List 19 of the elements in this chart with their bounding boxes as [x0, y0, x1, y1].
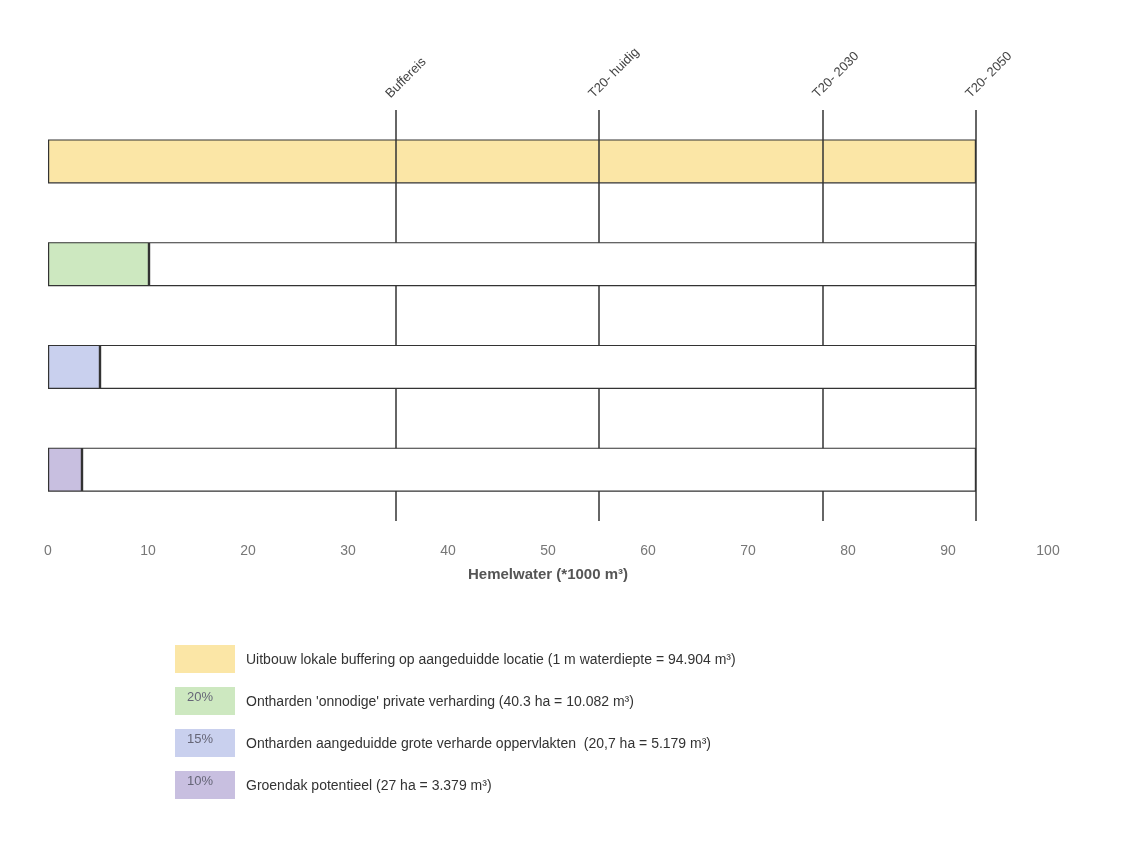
x-tick-label: 100: [1036, 542, 1060, 558]
x-tick-label: 60: [640, 542, 656, 558]
text: 10%: [186, 772, 214, 788]
x-tick-label: 90: [940, 542, 956, 558]
legend-label: Ontharden 'onnodige' private verharding (40.3 ha = 10.082 m³): [246, 693, 634, 709]
x-axis-title: Hemelwater (*1000 m³): [467, 565, 629, 582]
legend-label: Uitbouw lokale buffering op aangeduidde locatie (1 m waterdiepte = 94.904 m³): [246, 651, 736, 667]
x-tick-label: 70: [740, 542, 756, 558]
x-tick-label: 20: [240, 542, 256, 558]
legend-label: Groendak potentieel (27 ha = 3.379 m³): [246, 777, 492, 793]
x-tick-label: 40: [440, 542, 456, 558]
x-tick-label: 0: [44, 542, 53, 558]
text: 20%: [186, 688, 214, 704]
legend-label: Ontharden aangeduidde grote verharde oppervlakten (20,7 ha = 5.179 m³): [246, 735, 712, 751]
x-tick-label: 50: [540, 542, 556, 558]
x-tick-label: 30: [340, 542, 356, 558]
x-tick-label: 80: [840, 542, 856, 558]
text: 15%: [186, 730, 214, 746]
x-tick-label: 10: [140, 542, 156, 558]
